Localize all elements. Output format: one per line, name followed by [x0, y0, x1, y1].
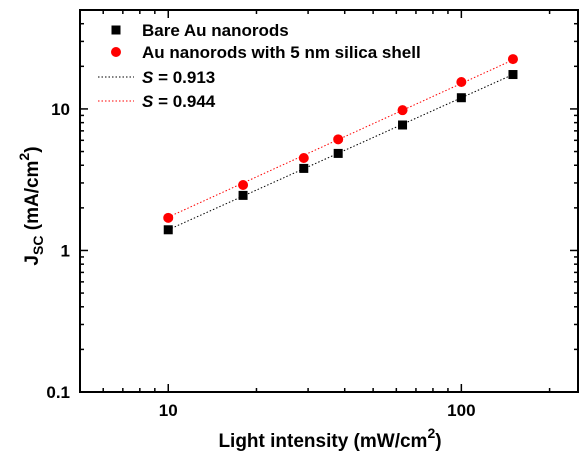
data-point-square	[398, 120, 408, 130]
series-layer	[163, 54, 518, 235]
data-point-circle	[298, 153, 309, 164]
legend: Bare Au nanorods Au nanorods with 5 nm si…	[98, 21, 421, 111]
data-point-square	[299, 163, 309, 173]
y-axis-title-tail: )	[22, 146, 43, 152]
legend-label: Bare Au nanorods	[142, 21, 289, 40]
x-axis-title: Light intensity (mW/cm2)	[218, 425, 441, 452]
data-point-circle	[333, 134, 344, 145]
x-axis-title-main: Light intensity (mW/cm	[218, 431, 427, 452]
legend-symbol-circle	[111, 47, 121, 57]
data-point-circle	[397, 105, 408, 116]
legend-fit-variable: S	[142, 92, 154, 111]
x-axis-title-tail: )	[435, 431, 441, 452]
y-axis-title-sup: 2	[16, 153, 32, 161]
legend-label: Au nanorods with 5 nm silica shell	[142, 43, 421, 62]
legend-fit-label: S = 0.913	[142, 68, 215, 87]
data-point-circle	[456, 76, 467, 87]
y-axis-title: JSC (mA/cm2)	[16, 146, 46, 265]
series-group	[163, 70, 518, 235]
data-point-circle	[507, 54, 518, 65]
legend-fit-label: S = 0.944	[142, 92, 216, 111]
data-point-circle	[238, 180, 249, 191]
y-tick-label: 10	[51, 100, 70, 119]
x-tick-label: 100	[447, 401, 475, 420]
x-axis: 10 100	[79, 10, 551, 420]
data-point-square	[163, 225, 173, 235]
data-point-square	[456, 93, 466, 103]
data-point-circle	[163, 212, 174, 223]
legend-symbol-square	[111, 25, 121, 35]
data-point-square	[238, 190, 248, 200]
x-tick-label: 10	[159, 401, 178, 420]
x-axis-title-sup: 2	[427, 425, 435, 441]
y-axis-title-sub: SC	[30, 236, 46, 255]
y-tick-label: 0.1	[46, 383, 70, 402]
data-point-square	[508, 70, 518, 80]
legend-fit-value: = 0.944	[153, 92, 215, 111]
series-group	[163, 54, 518, 223]
data-point-square	[333, 148, 343, 158]
plot-border	[79, 9, 579, 393]
legend-fit-value: = 0.913	[153, 68, 215, 87]
y-axis-title-mid: (mA/cm	[22, 161, 43, 236]
plot-frame	[79, 9, 579, 393]
y-axis-title-main: J	[22, 255, 43, 266]
legend-fit-variable: S	[142, 68, 154, 87]
y-tick-label: 1	[61, 241, 70, 260]
y-axis: 0.1 1 10	[46, 9, 578, 402]
